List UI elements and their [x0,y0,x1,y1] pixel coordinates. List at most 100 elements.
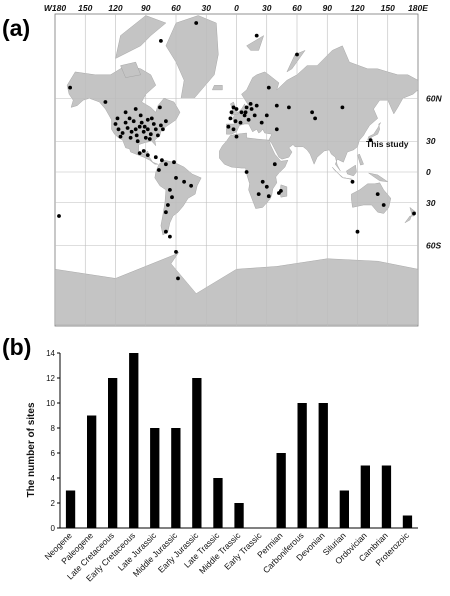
site-marker [239,110,244,115]
site-marker [412,211,416,216]
latitude-labels: 60N 30 0 30 60S [426,93,442,250]
bar-early-jurassic [192,378,202,528]
longitude-label: 120 [108,3,122,13]
site-marker [160,158,164,163]
site-marker [295,52,299,57]
site-marker [125,126,130,130]
site-marker [128,135,133,140]
landmass-17 [115,15,167,59]
y-tick-label: 8 [51,424,56,433]
longitude-label: 60 [292,3,302,13]
latitude-label: 60S [426,241,441,251]
bar-paleogene [87,415,97,528]
longitude-label: 60 [171,3,181,13]
this-study-annotation: This study [366,139,409,149]
landmass-20 [286,49,306,73]
landmass-12 [346,164,357,177]
site-marker [141,149,146,153]
site-marker [164,119,168,124]
site-marker [243,110,248,115]
site-marker [233,119,238,124]
site-marker [141,129,146,134]
bar-silurian [339,490,349,528]
y-tick-label: 0 [51,524,56,533]
y-tick-label: 6 [51,449,56,458]
site-marker [57,214,61,218]
site-marker [159,123,163,128]
longitude-label: 150 [78,3,92,13]
site-marker [166,203,170,207]
site-marker [242,113,247,118]
site-marker [266,85,271,90]
graticule [55,14,418,326]
site-marker [168,188,172,192]
site-marker [264,113,269,118]
site-marker [170,195,174,200]
landmass-11 [343,177,353,180]
site-marker [133,107,138,111]
bars [65,353,413,528]
site-marker [172,160,176,165]
site-marker [310,110,314,115]
site-marker [145,153,150,158]
longitude-label: 180E [408,3,428,13]
site-marker [226,124,231,129]
site-marker [231,105,236,110]
site-marker [355,229,360,234]
site-markers [57,21,416,281]
longitude-label: W180 [44,3,66,13]
site-marker [274,103,279,108]
latitude-label: 0 [426,167,431,177]
site-marker [113,122,118,126]
site-marker [259,120,264,125]
site-marker [350,179,355,184]
bar-late-trassic [213,478,223,528]
site-marker [234,134,239,139]
site-marker [238,120,243,125]
site-marker [340,105,345,110]
site-marker [252,113,257,118]
site-marker [176,276,180,281]
bar-late-jurassic [150,428,160,528]
site-marker [118,134,123,139]
world-map [54,13,419,327]
site-marker [256,192,261,197]
site-marker [137,151,142,156]
site-marker [194,21,199,25]
bar-proterozoic [402,515,413,528]
landmass-2 [165,15,219,99]
site-marker [137,124,142,129]
site-marker [123,110,128,115]
site-marker [143,135,148,140]
site-marker [381,203,386,207]
site-marker [287,105,291,110]
site-marker [157,168,161,172]
site-marker [161,127,165,132]
panel-b-label: (b) [2,334,31,360]
site-marker [135,139,140,144]
latitude-label: 30 [426,198,436,208]
site-marker [182,179,187,184]
y-tick-label: 12 [46,374,55,383]
bar-carboniferous [297,403,307,528]
landmass-9 [351,182,392,214]
latitude-label: 30 [426,136,436,146]
site-marker [145,117,150,122]
site-marker [375,192,380,197]
site-marker [234,107,239,111]
site-marker [244,105,249,110]
latitude-label: 60N [426,93,442,103]
longitude-label: 120 [350,3,364,13]
bar-middle-jurassic [171,428,181,528]
y-axis-label: The number of sites [26,402,37,497]
landmass-18 [120,61,141,78]
site-marker [156,133,160,138]
site-marker [133,127,138,132]
site-marker [129,129,134,134]
site-marker [266,194,271,199]
site-marker [142,124,147,129]
site-marker [145,127,150,132]
site-marker [248,102,253,106]
site-marker [158,105,162,110]
